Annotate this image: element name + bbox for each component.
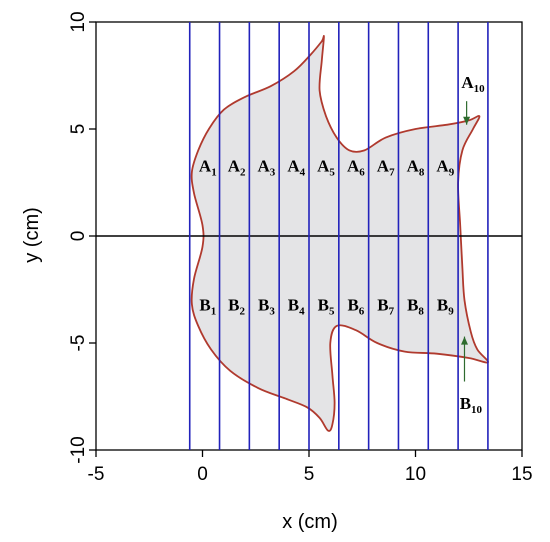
region-label-lower: B1 <box>199 295 216 317</box>
x-tick-label: 15 <box>511 464 532 485</box>
region-label-upper: A3 <box>258 156 276 178</box>
callout-arrow-head <box>461 336 468 345</box>
region-label-upper: A7 <box>377 156 395 178</box>
region-label-upper: A9 <box>436 156 454 178</box>
strip-lines <box>188 22 489 450</box>
shape-outline <box>190 35 489 432</box>
region-label-upper: A2 <box>228 156 246 178</box>
shape-layer <box>190 35 489 432</box>
region-label-lower: B2 <box>228 295 245 317</box>
region-label-upper: A5 <box>317 156 335 178</box>
callout-arrow-head <box>463 116 471 125</box>
region-label-lower: B5 <box>318 295 335 317</box>
region-label-upper: A1 <box>199 156 217 178</box>
callout-label: B10 <box>460 394 483 416</box>
region-label-lower: B7 <box>377 295 394 317</box>
x-tick-label: -5 <box>88 464 105 485</box>
y-tick-label: -10 <box>68 436 89 463</box>
x-axis-title: x (cm) <box>282 511 338 533</box>
region-label-lower: B3 <box>258 295 275 317</box>
y-tick-label: -5 <box>68 335 89 352</box>
region-label-lower: B8 <box>407 295 424 317</box>
region-label-lower: B9 <box>437 295 454 317</box>
y-tick-label: 10 <box>68 11 89 32</box>
region-label-lower: B6 <box>347 295 364 317</box>
x-tick-label: 0 <box>197 464 208 485</box>
x-tick-label: 10 <box>405 464 426 485</box>
x-tick-label: 5 <box>304 464 315 485</box>
y-tick-label: 0 <box>68 231 89 242</box>
y-axis-title: y (cm) <box>21 207 43 263</box>
region-label-upper: A6 <box>347 156 365 178</box>
region-label-lower: B4 <box>288 295 305 317</box>
callouts: A10 B10 <box>460 73 485 416</box>
region-labels: A1 A2 A3 A4 A5 A6 A7 A8 A9 B1 B2 B3 B4 B5 B6 B7 B8 B9 <box>199 156 455 317</box>
callout-label: A10 <box>461 73 485 95</box>
region-label-upper: A8 <box>407 156 425 178</box>
region-label-upper: A4 <box>287 156 305 178</box>
y-tick-label: 5 <box>68 124 89 135</box>
